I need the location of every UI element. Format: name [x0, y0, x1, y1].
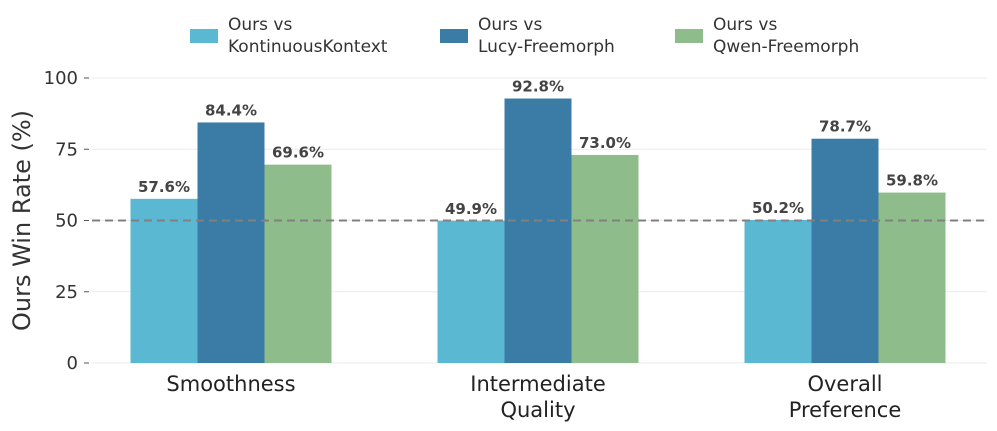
bar-value-label: 84.4%	[205, 101, 257, 119]
legend-item: Ours vs KontinuousKontext	[190, 14, 440, 58]
bar	[504, 98, 572, 364]
bar-value-label: 50.2%	[752, 199, 804, 217]
y-tick-label: 25	[55, 282, 78, 303]
bar	[571, 154, 639, 363]
bar	[878, 192, 946, 363]
chart-legend: Ours vs KontinuousKontext Ours vs Lucy-Fr…	[190, 14, 915, 58]
bar	[197, 122, 265, 364]
bar	[437, 220, 505, 363]
bar	[264, 164, 332, 363]
x-tick-label: Quality	[500, 398, 575, 422]
legend-label: Ours vs Qwen-Freemorph	[713, 15, 860, 57]
bar-value-label: 92.8%	[512, 78, 564, 96]
bar-value-label: 57.6%	[138, 178, 190, 196]
x-tick-label: Intermediate	[470, 372, 606, 396]
bar	[811, 138, 879, 363]
bar-value-label: 78.7%	[819, 118, 871, 136]
bar	[744, 219, 812, 363]
legend-swatch	[190, 29, 218, 43]
y-tick-label: 50	[55, 211, 78, 232]
bar-value-label: 59.8%	[886, 172, 938, 190]
legend-swatch	[440, 29, 468, 43]
x-tick-label: Preference	[789, 398, 902, 422]
bar-value-label: 69.6%	[272, 144, 324, 162]
y-tick-label: 100	[44, 68, 78, 89]
bar-value-label: 49.9%	[445, 200, 497, 218]
x-tick-label: Overall	[807, 372, 882, 396]
bar-value-label: 73.0%	[579, 134, 631, 152]
x-tick-label: Smoothness	[166, 372, 295, 396]
legend-label: Ours vs Lucy-Freemorph	[478, 15, 615, 57]
y-tick-label: 0	[67, 353, 78, 374]
legend-item: Ours vs Lucy-Freemorph	[440, 14, 675, 58]
legend-item: Ours vs Qwen-Freemorph	[675, 14, 915, 58]
y-axis-title: Ours Win Rate (%)	[8, 110, 36, 331]
bar	[130, 198, 198, 363]
legend-swatch	[675, 29, 703, 43]
y-tick-label: 75	[55, 139, 78, 160]
legend-label: Ours vs KontinuousKontext	[228, 15, 388, 57]
